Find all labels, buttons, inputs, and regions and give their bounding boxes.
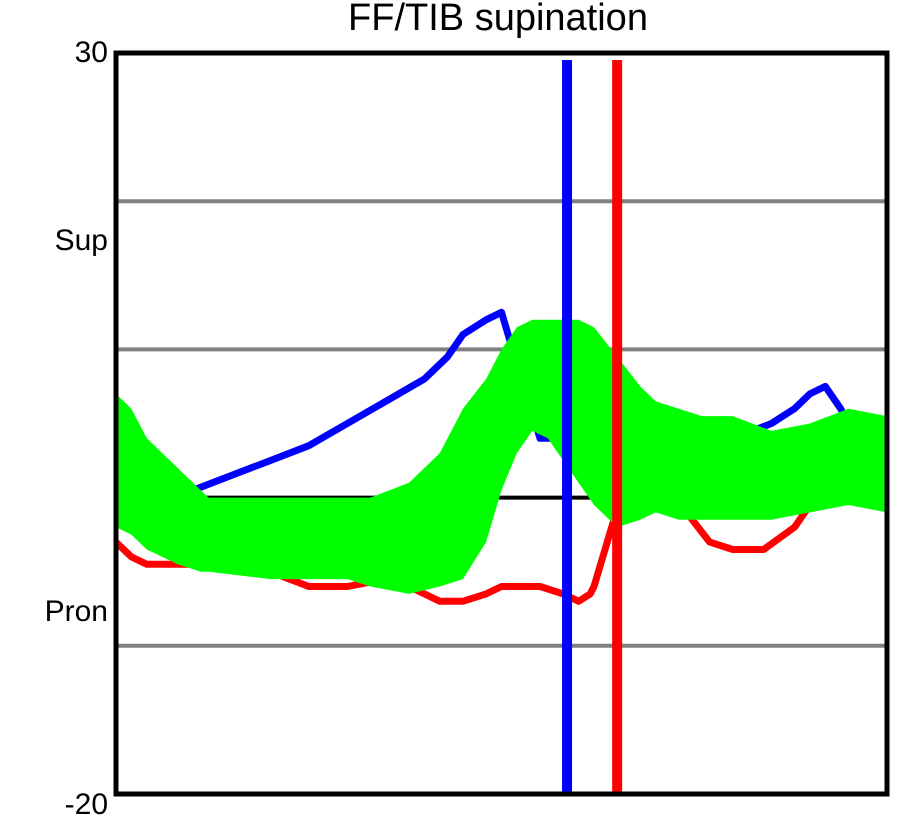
normal-band [116, 319, 887, 594]
vertical-markers [562, 60, 623, 794]
y-tick-label-top: 30 [75, 36, 108, 69]
chart-title: FF/TIB supination [348, 0, 648, 39]
normal-band-group [116, 319, 887, 594]
annotation-sup: Sup [55, 224, 108, 257]
annotation-pron: Pron [45, 595, 108, 628]
plot-frame [113, 50, 890, 797]
y-tick-label-bottom: -20 [65, 788, 108, 821]
